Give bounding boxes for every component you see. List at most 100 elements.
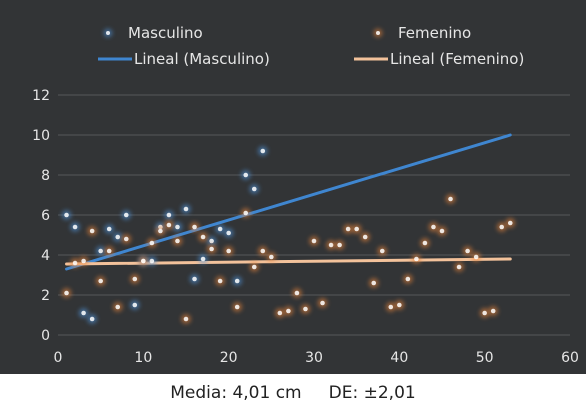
point-masculino-9 <box>129 300 140 310</box>
point-core <box>269 254 274 260</box>
point-core <box>328 242 334 248</box>
point-core <box>141 258 146 264</box>
point-femenino-50 <box>479 308 490 318</box>
legend-item-4: Lineal (Femenino) <box>354 50 524 68</box>
point-core <box>379 248 385 254</box>
legend-label: Masculino <box>128 24 203 42</box>
point-femenino-23 <box>249 262 260 272</box>
point-masculino-13 <box>163 210 174 220</box>
scatter-points <box>61 146 516 324</box>
point-femenino-4 <box>87 226 98 236</box>
point-core <box>183 316 189 322</box>
point-core <box>226 248 231 254</box>
point-femenino-33 <box>334 240 345 250</box>
point-femenino-15 <box>181 314 191 324</box>
point-femenino-27 <box>283 306 294 316</box>
point-femenino-28 <box>291 288 302 298</box>
point-core <box>243 172 249 178</box>
point-femenino-13 <box>163 220 174 230</box>
legend-item-3: Lineal (Masculino) <box>98 50 270 68</box>
point-femenino-29 <box>300 304 311 314</box>
point-core <box>72 260 78 266</box>
point-core <box>106 226 112 232</box>
point-femenino-6 <box>104 246 115 256</box>
point-core <box>192 224 197 230</box>
trendline-masculino <box>65 133 512 271</box>
point-femenino-7 <box>112 302 123 312</box>
y-tick-label-4: 4 <box>41 248 50 264</box>
point-masculino-7 <box>112 232 123 242</box>
point-femenino-45 <box>437 226 447 236</box>
point-masculino-23 <box>249 184 260 194</box>
caption-de: DE: ±2,01 <box>328 383 416 403</box>
legend-item-1: Masculino <box>103 24 203 42</box>
point-femenino-1 <box>61 288 72 298</box>
point-core <box>175 224 180 230</box>
point-femenino-37 <box>368 278 379 288</box>
point-femenino-22 <box>240 208 251 218</box>
point-core <box>64 212 69 218</box>
point-femenino-35 <box>351 224 362 234</box>
point-core <box>106 248 112 254</box>
point-femenino-8 <box>121 234 132 244</box>
point-core <box>311 238 317 244</box>
point-core <box>354 226 359 232</box>
x-tick-label-40: 40 <box>390 350 408 366</box>
point-core <box>337 242 342 248</box>
y-tick-label-12: 12 <box>32 88 50 104</box>
caption-media: Media: 4,01 cm <box>170 383 302 403</box>
legend: Masculino Femenino Lineal (Masculino) Linea… <box>98 24 524 68</box>
point-core <box>243 210 249 216</box>
point-core <box>362 234 368 240</box>
y-tick-label-0: 0 <box>41 328 50 344</box>
y-tick-label-10: 10 <box>32 128 50 144</box>
point-femenino-44 <box>428 222 439 232</box>
point-femenino-2 <box>70 258 81 268</box>
point-femenino-5 <box>95 276 106 286</box>
x-tick-label-50: 50 <box>476 350 494 366</box>
point-core <box>123 212 129 218</box>
point-core <box>234 278 240 284</box>
point-masculino-1 <box>61 210 72 220</box>
point-masculino-4 <box>87 314 98 324</box>
point-core <box>192 276 197 282</box>
point-femenino-40 <box>394 300 405 310</box>
chart-svg: 0 2 4 6 8 10 12 0 10 20 30 40 50 60 Masculino Femenino… <box>0 0 586 374</box>
point-masculino-6 <box>104 224 115 234</box>
point-core <box>277 310 283 316</box>
point-core <box>132 276 138 282</box>
legend-marker-femenino <box>376 31 380 35</box>
point-core <box>89 228 95 234</box>
point-core <box>98 278 103 284</box>
point-core <box>251 186 257 192</box>
point-core <box>439 228 445 234</box>
point-femenino-31 <box>317 298 328 308</box>
legend-label: Femenino <box>398 24 471 42</box>
point-masculino-21 <box>232 276 243 286</box>
point-femenino-30 <box>309 236 319 246</box>
point-core <box>149 258 155 264</box>
legend-marker-masculino <box>106 31 110 35</box>
point-femenino-19 <box>215 276 226 286</box>
point-femenino-43 <box>419 238 430 248</box>
legend-label: Lineal (Masculino) <box>134 50 270 68</box>
point-core <box>294 290 300 296</box>
x-tick-label-20: 20 <box>220 350 238 366</box>
point-core <box>166 212 172 218</box>
point-masculino-5 <box>95 246 106 256</box>
point-core <box>89 316 95 322</box>
y-tick-label-2: 2 <box>41 288 50 304</box>
caption: Media: 4,01 cm DE: ±2,01 <box>0 378 586 408</box>
point-femenino-21 <box>232 302 243 312</box>
point-core <box>226 230 231 236</box>
point-femenino-49 <box>471 252 482 262</box>
point-core <box>499 224 505 230</box>
point-femenino-25 <box>266 252 277 262</box>
point-masculino-8 <box>121 210 132 220</box>
point-core <box>209 246 214 252</box>
axis-ticks: 0 2 4 6 8 10 12 0 10 20 30 40 50 60 <box>32 88 579 366</box>
point-core <box>388 304 394 310</box>
point-core <box>200 256 206 262</box>
point-core <box>123 236 129 242</box>
point-core <box>303 306 308 312</box>
